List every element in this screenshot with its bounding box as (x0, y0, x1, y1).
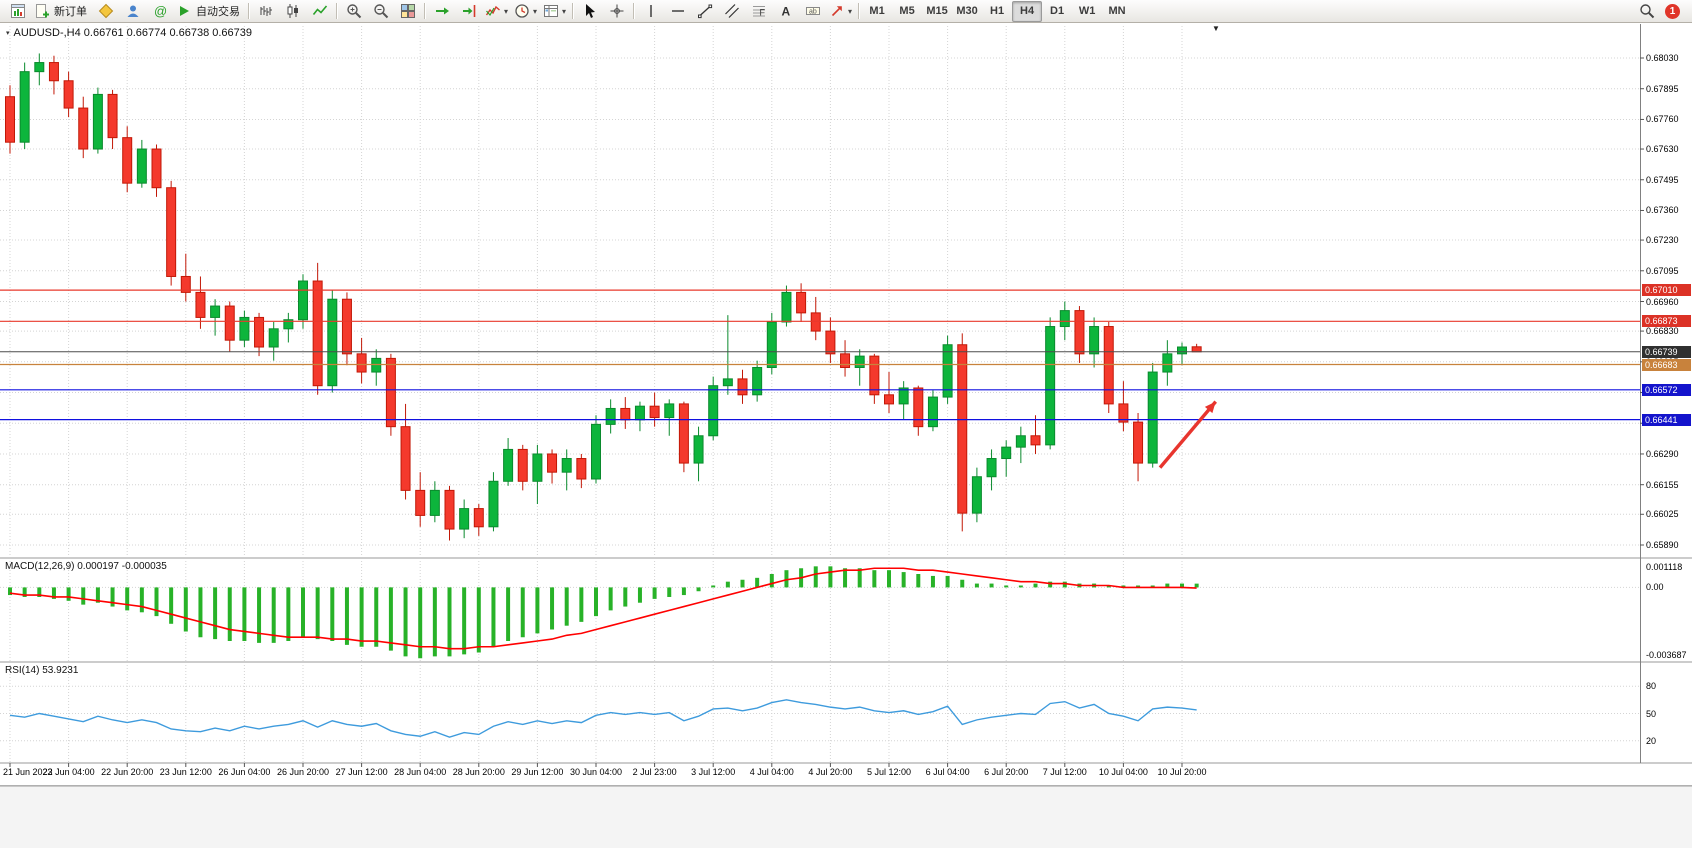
timeframe-mn-button[interactable]: MN (1108, 5, 1126, 17)
zoom-in-icon (346, 3, 362, 19)
new-order-button[interactable]: 新订单 (31, 1, 92, 22)
bar-chart-icon (258, 3, 274, 19)
periods-dropdown[interactable]: ▾ (511, 1, 540, 22)
search-button[interactable] (1633, 1, 1660, 22)
text-label-button[interactable]: ab (799, 1, 826, 22)
zoom-out-button[interactable] (367, 1, 394, 22)
channel-icon (724, 3, 740, 19)
search-icon (1639, 3, 1655, 19)
horizontal-line-button[interactable] (664, 1, 691, 22)
candlestick-chart-button[interactable] (279, 1, 306, 22)
templates-dropdown[interactable]: ▾ (540, 1, 569, 22)
dropdown-caret-icon: ▾ (848, 6, 853, 16)
indicators-icon (485, 3, 501, 19)
window-bottom-area (0, 786, 1692, 848)
svg-text:ab: ab (809, 9, 817, 16)
navigator-icon (125, 3, 141, 19)
toolbar-right-group: 1 (1633, 1, 1688, 22)
horizontal-line-icon (670, 3, 686, 19)
channel-button[interactable] (718, 1, 745, 22)
zoom-in-button[interactable] (340, 1, 367, 22)
vertical-line-button[interactable] (637, 1, 664, 22)
timeframe-m15-button[interactable]: M15 (926, 5, 948, 17)
zoom-out-icon (373, 3, 389, 19)
new-chart-button[interactable] (4, 1, 31, 22)
arrows-dropdown[interactable]: ▾ (826, 1, 855, 22)
timeframe-h4-button[interactable]: H4 (1012, 0, 1043, 22)
line-chart-button[interactable] (306, 1, 333, 22)
toolbar-separator (336, 3, 337, 19)
auto-scroll-button[interactable] (428, 1, 455, 22)
dropdown-caret-icon: ▾ (533, 6, 538, 16)
text-button[interactable]: A (772, 1, 799, 22)
candlestick-icon (285, 3, 301, 19)
macd-histogram (8, 566, 1199, 659)
trendline-button[interactable] (691, 1, 718, 22)
text-icon: A (778, 3, 794, 19)
grid-lines (0, 26, 1640, 762)
community-button[interactable]: @ (146, 1, 173, 22)
cursor-icon (582, 3, 598, 19)
svg-text:@: @ (154, 4, 167, 19)
toolbar-separator (633, 3, 635, 19)
text-label-icon: ab (805, 3, 821, 19)
timeframe-m5-button[interactable]: M5 (899, 5, 915, 17)
autotrading-icon (176, 3, 192, 19)
dropdown-caret-icon: ▾ (562, 6, 567, 16)
timeframe-h1-button[interactable]: H1 (990, 5, 1005, 17)
macd-signal-line (9, 567, 1197, 650)
line-chart-icon (312, 3, 328, 19)
crosshair-icon (609, 3, 625, 19)
rsi-line (9, 699, 1197, 738)
toolbar-separator (248, 3, 249, 19)
chart-shift-button[interactable] (455, 1, 482, 22)
metaeditor-icon (98, 3, 114, 19)
bar-chart-button[interactable] (252, 1, 279, 22)
vertical-line-icon (643, 3, 659, 19)
indicators-dropdown[interactable]: ▾ (482, 1, 511, 22)
crosshair-button[interactable] (603, 1, 630, 22)
new-order-button-label: 新订单 (54, 6, 87, 18)
fibonacci-button[interactable]: F (745, 1, 772, 22)
timeframe-m1-button[interactable]: M1 (869, 5, 885, 17)
toolbar-separator (572, 3, 574, 19)
chart-shift-icon (461, 3, 477, 19)
toolbar-separator (424, 3, 425, 19)
trendline-icon (697, 3, 713, 19)
navigator-button[interactable] (119, 1, 146, 22)
tile-windows-button[interactable] (394, 1, 421, 22)
svg-text:A: A (781, 5, 790, 19)
new-order-icon (34, 3, 50, 19)
notification-badge[interactable]: 1 (1665, 3, 1680, 19)
candles-series (5, 53, 1202, 541)
timeframe-d1-button[interactable]: D1 (1050, 5, 1065, 17)
cursor-button[interactable] (576, 1, 603, 22)
auto-scroll-icon (434, 3, 450, 19)
templates-icon (543, 3, 559, 19)
dropdown-caret-icon: ▾ (504, 6, 509, 16)
community-icon: @ (152, 3, 168, 19)
clock-icon (514, 3, 530, 19)
chart-expand-arrow[interactable]: ▼ (1212, 24, 1220, 33)
timeframe-w1-button[interactable]: W1 (1078, 5, 1096, 17)
toolbar-separator (858, 3, 860, 19)
svg-text:F: F (759, 8, 765, 18)
autotrading-button-label: 自动交易 (196, 6, 240, 18)
autotrading-button[interactable]: 自动交易 (173, 1, 245, 22)
chart-window-icon (10, 3, 26, 19)
arrow-tool-icon (829, 3, 845, 19)
fibonacci-icon: F (751, 3, 767, 19)
metaeditor-button[interactable] (92, 1, 119, 22)
trend-arrow-annotation (1158, 400, 1217, 469)
timeframe-m30-button[interactable]: M30 (956, 5, 978, 17)
tile-windows-icon (400, 3, 416, 19)
